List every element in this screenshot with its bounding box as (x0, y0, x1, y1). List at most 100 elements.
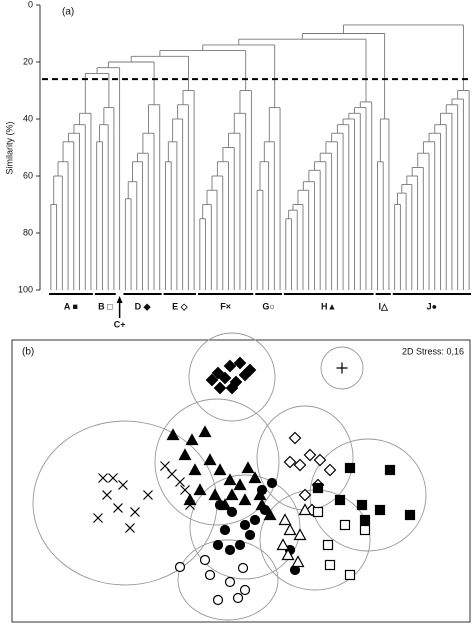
point (203, 453, 217, 466)
point (323, 463, 337, 477)
group-label: H▲ (321, 301, 336, 311)
point (291, 555, 305, 568)
point (178, 448, 192, 461)
panel-label: (a) (62, 7, 74, 18)
point (234, 539, 246, 551)
point (199, 554, 211, 566)
cluster-outline (188, 332, 276, 422)
point (278, 513, 292, 526)
point (298, 488, 312, 502)
point (276, 538, 290, 551)
point (204, 569, 216, 581)
point (223, 473, 237, 486)
point (225, 488, 239, 501)
panel-label: (b) (22, 347, 34, 358)
point (336, 362, 348, 374)
point (266, 477, 278, 489)
point (223, 359, 237, 373)
point (293, 528, 307, 541)
cluster-outline (320, 346, 364, 390)
point (174, 561, 186, 573)
point (198, 425, 212, 438)
point (166, 428, 180, 441)
group-label: D ◆ (135, 301, 152, 311)
point (233, 356, 247, 370)
point (241, 461, 255, 474)
point (339, 519, 351, 531)
point (193, 483, 207, 496)
point (259, 504, 271, 516)
point (248, 471, 262, 484)
point (160, 461, 170, 471)
y-tick-label: 60 (23, 170, 33, 180)
point (384, 464, 396, 476)
cluster-outline (154, 398, 280, 526)
point (239, 519, 251, 531)
point (225, 381, 239, 395)
point (183, 493, 197, 506)
point (113, 503, 123, 513)
stress-annotation: 2D Stress: 0,16 (402, 346, 464, 356)
point (108, 473, 118, 483)
point (303, 448, 317, 462)
point (175, 477, 185, 487)
y-axis-label: Similarity (%) (4, 121, 14, 174)
point (224, 544, 236, 556)
cluster-outline (177, 539, 279, 621)
group-label: F× (220, 301, 231, 311)
point (212, 594, 224, 606)
point (313, 453, 327, 467)
point (219, 524, 231, 536)
y-tick-label: 0 (28, 0, 33, 9)
point (214, 499, 226, 511)
point (404, 509, 416, 521)
point (118, 480, 128, 490)
point (130, 507, 140, 517)
point (213, 463, 227, 476)
point (102, 490, 112, 500)
point (249, 514, 261, 526)
point (208, 488, 222, 501)
group-label: B □ (98, 301, 113, 311)
point (359, 514, 371, 526)
point (283, 523, 297, 536)
point (233, 478, 247, 491)
point (125, 523, 135, 533)
cluster-outline (189, 474, 301, 580)
point (312, 506, 324, 518)
point (344, 569, 356, 581)
point (356, 499, 368, 511)
point (359, 524, 371, 536)
point (93, 513, 103, 523)
point (344, 462, 356, 474)
point (244, 529, 256, 541)
point (212, 539, 224, 551)
panel-frame (11, 339, 471, 623)
point (185, 433, 199, 446)
point (298, 503, 312, 516)
point (180, 485, 190, 495)
point (98, 473, 108, 483)
group-label: J● (427, 301, 437, 311)
y-tick-label: 20 (23, 56, 33, 66)
point (256, 484, 268, 496)
y-tick-label: 40 (23, 113, 33, 123)
point (281, 548, 295, 561)
y-tick-label: 100 (18, 284, 33, 294)
point (334, 494, 346, 506)
group-label: E ◇ (172, 301, 189, 311)
point (232, 592, 244, 604)
point (188, 463, 202, 476)
group-label: A ■ (64, 301, 78, 311)
panel-a: (a) Similarity (%) (4, 5, 74, 290)
point (205, 373, 219, 387)
point (239, 584, 251, 596)
point (213, 381, 227, 395)
point (288, 431, 302, 445)
point (226, 506, 238, 518)
group-label: I△ (378, 301, 389, 311)
point (374, 504, 386, 516)
group-label: C+ (114, 319, 126, 329)
point (283, 455, 297, 469)
